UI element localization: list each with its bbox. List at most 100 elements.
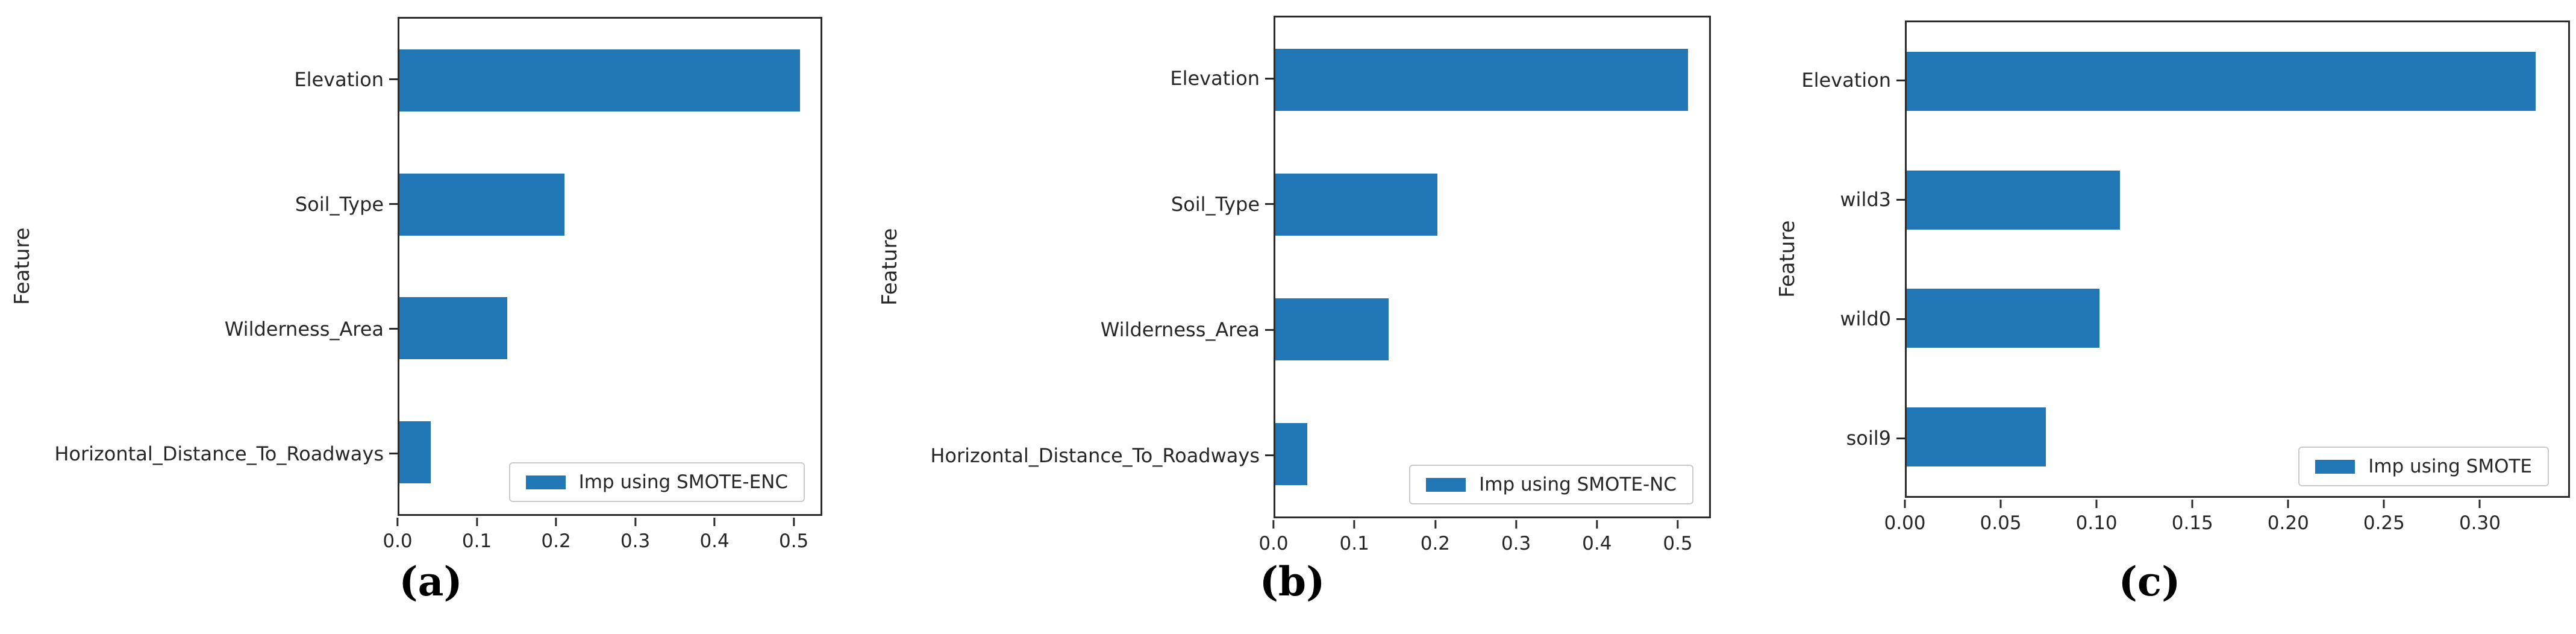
x-tick-label: 0.0 [383, 530, 413, 552]
bar-horizontal-distance-to-roadways [1275, 422, 1308, 486]
bar-row [1907, 378, 2568, 497]
bar-row [399, 19, 821, 143]
x-tick-mark [2478, 500, 2481, 508]
bar-soil9 [1907, 407, 2046, 466]
y-tick: Soil_Type [0, 142, 398, 266]
legend-swatch-icon [525, 475, 566, 489]
x-tick: 0.2 [1421, 520, 1450, 554]
x-tick-label: 0.15 [2171, 512, 2213, 534]
subplot-caption: (b) [1259, 558, 1325, 605]
bar-row [399, 266, 821, 391]
x-tick-mark [2287, 500, 2289, 508]
x-tick: 0.1 [1340, 520, 1369, 554]
y-tick: soil9 [1723, 378, 1905, 498]
x-tick-mark [634, 518, 637, 526]
x-tick-mark [713, 518, 716, 526]
bars-container [399, 19, 821, 514]
y-tick: Elevation [1723, 20, 1905, 140]
x-tick-mark [476, 518, 478, 526]
y-tick-labels: Elevation wild3 wild0 soil9 [1723, 20, 1905, 498]
x-tick: 0.10 [2076, 500, 2118, 534]
bar-row [399, 391, 821, 515]
x-tick-label: 0.5 [1663, 533, 1693, 554]
bar-row [1907, 141, 2568, 260]
y-tick-label-elevation: Elevation [1170, 67, 1260, 90]
x-tick-label: 0.4 [699, 530, 730, 552]
y-tick-mark [1896, 198, 1905, 201]
x-tick: 0.4 [1582, 520, 1612, 554]
subplot-b: Feature Elevation Soil_Type Wilderness_Are… [861, 0, 1723, 634]
x-tick: 0.15 [2172, 500, 2213, 534]
legend-label: Imp using SMOTE-NC [1479, 474, 1677, 495]
x-tick-mark [2191, 500, 2193, 508]
y-tick-mark [1265, 77, 1274, 80]
x-tick: 0.0 [383, 518, 413, 552]
legend: Imp using SMOTE-NC [1409, 465, 1693, 504]
legend: Imp using SMOTE-ENC [508, 462, 805, 502]
y-tick: Soil_Type [861, 142, 1274, 268]
y-tick-label-elevation: Elevation [1801, 69, 1891, 92]
y-tick-mark [1896, 79, 1905, 81]
y-tick-label-wilderness-area: Wilderness_Area [224, 317, 384, 341]
x-tick-label: 0.5 [778, 530, 809, 552]
bar-elevation [1275, 48, 1689, 111]
x-tick: 0.4 [699, 518, 730, 552]
x-tick-mark [1596, 520, 1598, 529]
legend-swatch-icon [2315, 459, 2356, 474]
x-tick-labels: 0.00 0.05 0.10 0.15 0.20 0.25 0.30 [1884, 500, 2570, 554]
y-tick-mark [1265, 454, 1274, 457]
x-tick-mark [396, 518, 399, 526]
bar-row [1907, 259, 2568, 378]
y-tick-label-wild0: wild0 [1840, 307, 1891, 330]
bar-wild0 [1907, 289, 2099, 348]
x-tick-label: 0.2 [541, 530, 571, 552]
y-tick-label-wild3: wild3 [1840, 188, 1891, 211]
y-tick-mark [389, 328, 398, 330]
bar-horizontal-distance-to-roadways [399, 421, 431, 483]
x-tick-labels: 0.0 0.1 0.2 0.3 0.4 0.5 [383, 518, 822, 572]
x-tick-mark [2095, 500, 2098, 508]
bar-row [1275, 267, 1709, 392]
legend-label: Imp using SMOTE [2368, 456, 2532, 477]
bar-row [1275, 142, 1709, 267]
y-tick-label-soil-type: Soil_Type [295, 192, 384, 216]
y-tick: wild0 [1723, 259, 1905, 378]
bar-wilderness-area [399, 297, 507, 360]
x-tick-label: 0.1 [461, 530, 492, 552]
bar-row [399, 143, 821, 267]
x-tick-mark [793, 518, 795, 526]
x-tick-labels: 0.0 0.1 0.2 0.3 0.4 0.5 [1258, 520, 1711, 574]
x-tick: 0.5 [1663, 520, 1693, 554]
y-tick: Wilderness_Area [861, 267, 1274, 393]
x-tick: 0.30 [2459, 500, 2501, 534]
y-tick: Wilderness_Area [0, 266, 398, 391]
x-tick-mark [1677, 520, 1679, 529]
y-tick-label-horizontal-distance-to-roadways: Horizontal_Distance_To_Roadways [930, 444, 1260, 467]
plot-area: Imp using SMOTE-ENC [398, 17, 822, 516]
y-tick-labels: Elevation Soil_Type Wilderness_Area Horizon… [861, 16, 1274, 518]
bars-container [1907, 22, 2568, 496]
y-tick-mark [389, 203, 398, 205]
bar-elevation [1907, 52, 2536, 111]
x-tick-label: 0.30 [2459, 512, 2501, 534]
y-tick-label-horizontal-distance-to-roadways: Horizontal_Distance_To_Roadways [54, 442, 384, 465]
bar-wild3 [1907, 170, 2121, 230]
x-tick-label: 0.3 [620, 530, 651, 552]
x-tick-mark [1904, 500, 1906, 508]
legend-label: Imp using SMOTE-ENC [578, 471, 788, 493]
x-tick-label: 0.00 [1884, 512, 1926, 534]
x-tick-mark [2383, 500, 2385, 508]
x-tick-label: 0.3 [1501, 533, 1531, 554]
y-tick-label-wilderness-area: Wilderness_Area [1100, 318, 1260, 342]
subplot-caption: (a) [399, 558, 463, 605]
y-tick-label-soil-type: Soil_Type [1171, 192, 1260, 216]
x-tick-label: 0.2 [1420, 533, 1451, 554]
bars-container [1275, 17, 1709, 516]
x-tick-mark [1434, 520, 1436, 529]
x-tick: 0.25 [2363, 500, 2405, 534]
bar-elevation [399, 49, 801, 112]
subplot-c: Feature Elevation wild3 wild0 soil9 Imp usi… [1723, 0, 2576, 634]
bar-soil-type [1275, 173, 1437, 236]
x-tick: 0.2 [541, 518, 571, 552]
